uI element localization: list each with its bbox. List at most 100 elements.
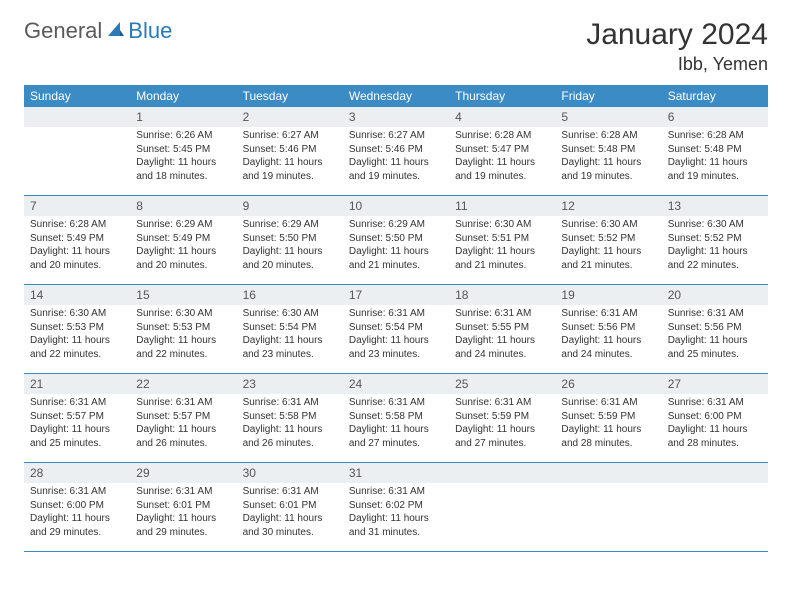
day-number: 10	[343, 196, 449, 216]
daylight-text: Daylight: 11 hours and 29 minutes.	[30, 512, 124, 539]
day-body: Sunrise: 6:31 AMSunset: 5:57 PMDaylight:…	[130, 394, 236, 454]
sunrise-text: Sunrise: 6:31 AM	[136, 396, 230, 410]
sunrise-text: Sunrise: 6:26 AM	[136, 129, 230, 143]
day-body: Sunrise: 6:28 AMSunset: 5:48 PMDaylight:…	[662, 127, 768, 187]
day-cell: 17 Sunrise: 6:31 AMSunset: 5:54 PMDayligh…	[343, 285, 449, 373]
sunrise-text: Sunrise: 6:31 AM	[30, 396, 124, 410]
daylight-text: Daylight: 11 hours and 20 minutes.	[30, 245, 124, 272]
day-cell: 31Sunrise: 6:31 AMSunset: 6:02 PMDayligh…	[343, 463, 449, 551]
day-number: 15	[130, 285, 236, 305]
day-cell: 20Sunrise: 6:31 AMSunset: 5:56 PMDayligh…	[662, 285, 768, 373]
sunset-text: Sunset: 5:45 PM	[136, 143, 230, 157]
weekday-header: Wednesday	[343, 85, 449, 107]
day-number: 26	[555, 374, 661, 394]
daylight-text: Daylight: 11 hours and 19 minutes.	[243, 156, 337, 183]
day-body: Sunrise: 6:31 AMSunset: 6:00 PMDaylight:…	[24, 483, 130, 543]
day-body: Sunrise: 6:30 AMSunset: 5:52 PMDaylight:…	[555, 216, 661, 276]
day-cell: 11Sunrise: 6:30 AMSunset: 5:51 PMDayligh…	[449, 196, 555, 284]
daylight-text: Daylight: 11 hours and 19 minutes.	[349, 156, 443, 183]
day-number: 17	[343, 285, 449, 305]
daylight-text: Daylight: 11 hours and 22 minutes.	[30, 334, 124, 361]
sunset-text: Sunset: 5:54 PM	[349, 321, 443, 335]
day-cell: 23Sunrise: 6:31 AMSunset: 5:58 PMDayligh…	[237, 374, 343, 462]
day-number: 27	[662, 374, 768, 394]
day-number: 9	[237, 196, 343, 216]
sunrise-text: Sunrise: 6:31 AM	[243, 396, 337, 410]
day-body: Sunrise: 6:28 AMSunset: 5:49 PMDaylight:…	[24, 216, 130, 276]
day-cell: 30Sunrise: 6:31 AMSunset: 6:01 PMDayligh…	[237, 463, 343, 551]
day-number: 8	[130, 196, 236, 216]
sunrise-text: Sunrise: 6:31 AM	[30, 485, 124, 499]
sunrise-text: Sunrise: 6:31 AM	[561, 396, 655, 410]
daylight-text: Daylight: 11 hours and 27 minutes.	[349, 423, 443, 450]
day-number-empty	[662, 463, 768, 483]
weekday-header: Friday	[555, 85, 661, 107]
sunrise-text: Sunrise: 6:29 AM	[349, 218, 443, 232]
daylight-text: Daylight: 11 hours and 30 minutes.	[243, 512, 337, 539]
daylight-text: Daylight: 11 hours and 19 minutes.	[455, 156, 549, 183]
sunset-text: Sunset: 5:59 PM	[455, 410, 549, 424]
weekday-header: Monday	[130, 85, 236, 107]
day-number: 25	[449, 374, 555, 394]
sunset-text: Sunset: 6:00 PM	[30, 499, 124, 513]
sunrise-text: Sunrise: 6:28 AM	[668, 129, 762, 143]
sunset-text: Sunset: 5:49 PM	[30, 232, 124, 246]
sunset-text: Sunset: 5:46 PM	[243, 143, 337, 157]
sunrise-text: Sunrise: 6:30 AM	[30, 307, 124, 321]
daylight-text: Daylight: 11 hours and 28 minutes.	[561, 423, 655, 450]
day-body: Sunrise: 6:31 AMSunset: 5:58 PMDaylight:…	[237, 394, 343, 454]
day-number: 16	[237, 285, 343, 305]
daylight-text: Daylight: 11 hours and 18 minutes.	[136, 156, 230, 183]
day-body: Sunrise: 6:31 AMSunset: 5:59 PMDaylight:…	[449, 394, 555, 454]
sunrise-text: Sunrise: 6:30 AM	[136, 307, 230, 321]
day-cell	[449, 463, 555, 551]
header: General Blue January 2024 Ibb, Yemen	[24, 18, 768, 75]
daylight-text: Daylight: 11 hours and 23 minutes.	[349, 334, 443, 361]
day-number: 30	[237, 463, 343, 483]
sunset-text: Sunset: 5:46 PM	[349, 143, 443, 157]
day-body: Sunrise: 6:29 AMSunset: 5:49 PMDaylight:…	[130, 216, 236, 276]
logo: General Blue	[24, 18, 172, 44]
page-title: January 2024	[586, 18, 768, 52]
day-body: Sunrise: 6:31 AMSunset: 6:01 PMDaylight:…	[130, 483, 236, 543]
day-body: Sunrise: 6:31 AMSunset: 5:56 PMDaylight:…	[662, 305, 768, 365]
daylight-text: Daylight: 11 hours and 24 minutes.	[455, 334, 549, 361]
sunset-text: Sunset: 5:47 PM	[455, 143, 549, 157]
sunset-text: Sunset: 5:54 PM	[243, 321, 337, 335]
sunset-text: Sunset: 5:53 PM	[136, 321, 230, 335]
daylight-text: Daylight: 11 hours and 21 minutes.	[561, 245, 655, 272]
sunrise-text: Sunrise: 6:27 AM	[243, 129, 337, 143]
sunrise-text: Sunrise: 6:30 AM	[243, 307, 337, 321]
sunrise-text: Sunrise: 6:31 AM	[349, 307, 443, 321]
daylight-text: Daylight: 11 hours and 25 minutes.	[668, 334, 762, 361]
day-number: 3	[343, 107, 449, 127]
sunset-text: Sunset: 5:48 PM	[561, 143, 655, 157]
day-body: Sunrise: 6:31 AMSunset: 5:58 PMDaylight:…	[343, 394, 449, 454]
day-body: Sunrise: 6:30 AMSunset: 5:51 PMDaylight:…	[449, 216, 555, 276]
day-number-empty	[555, 463, 661, 483]
sunrise-text: Sunrise: 6:30 AM	[455, 218, 549, 232]
sunrise-text: Sunrise: 6:31 AM	[455, 396, 549, 410]
day-body: Sunrise: 6:30 AMSunset: 5:53 PMDaylight:…	[130, 305, 236, 365]
day-number: 28	[24, 463, 130, 483]
daylight-text: Daylight: 11 hours and 20 minutes.	[243, 245, 337, 272]
sunrise-text: Sunrise: 6:30 AM	[561, 218, 655, 232]
day-body: Sunrise: 6:30 AMSunset: 5:52 PMDaylight:…	[662, 216, 768, 276]
day-number: 7	[24, 196, 130, 216]
sunset-text: Sunset: 6:01 PM	[136, 499, 230, 513]
day-cell: 8Sunrise: 6:29 AMSunset: 5:49 PMDaylight…	[130, 196, 236, 284]
day-cell: 29Sunrise: 6:31 AMSunset: 6:01 PMDayligh…	[130, 463, 236, 551]
day-number: 4	[449, 107, 555, 127]
day-cell: 19Sunrise: 6:31 AMSunset: 5:56 PMDayligh…	[555, 285, 661, 373]
day-cell: 4Sunrise: 6:28 AMSunset: 5:47 PMDaylight…	[449, 107, 555, 195]
day-cell: 14Sunrise: 6:30 AMSunset: 5:53 PMDayligh…	[24, 285, 130, 373]
logo-text-general: General	[24, 18, 102, 44]
daylight-text: Daylight: 11 hours and 25 minutes.	[30, 423, 124, 450]
sunrise-text: Sunrise: 6:27 AM	[349, 129, 443, 143]
week-row: 14Sunrise: 6:30 AMSunset: 5:53 PMDayligh…	[24, 285, 768, 374]
sunset-text: Sunset: 5:51 PM	[455, 232, 549, 246]
title-block: January 2024 Ibb, Yemen	[586, 18, 768, 75]
day-body: Sunrise: 6:30 AMSunset: 5:53 PMDaylight:…	[24, 305, 130, 365]
day-number: 19	[555, 285, 661, 305]
sunrise-text: Sunrise: 6:31 AM	[243, 485, 337, 499]
